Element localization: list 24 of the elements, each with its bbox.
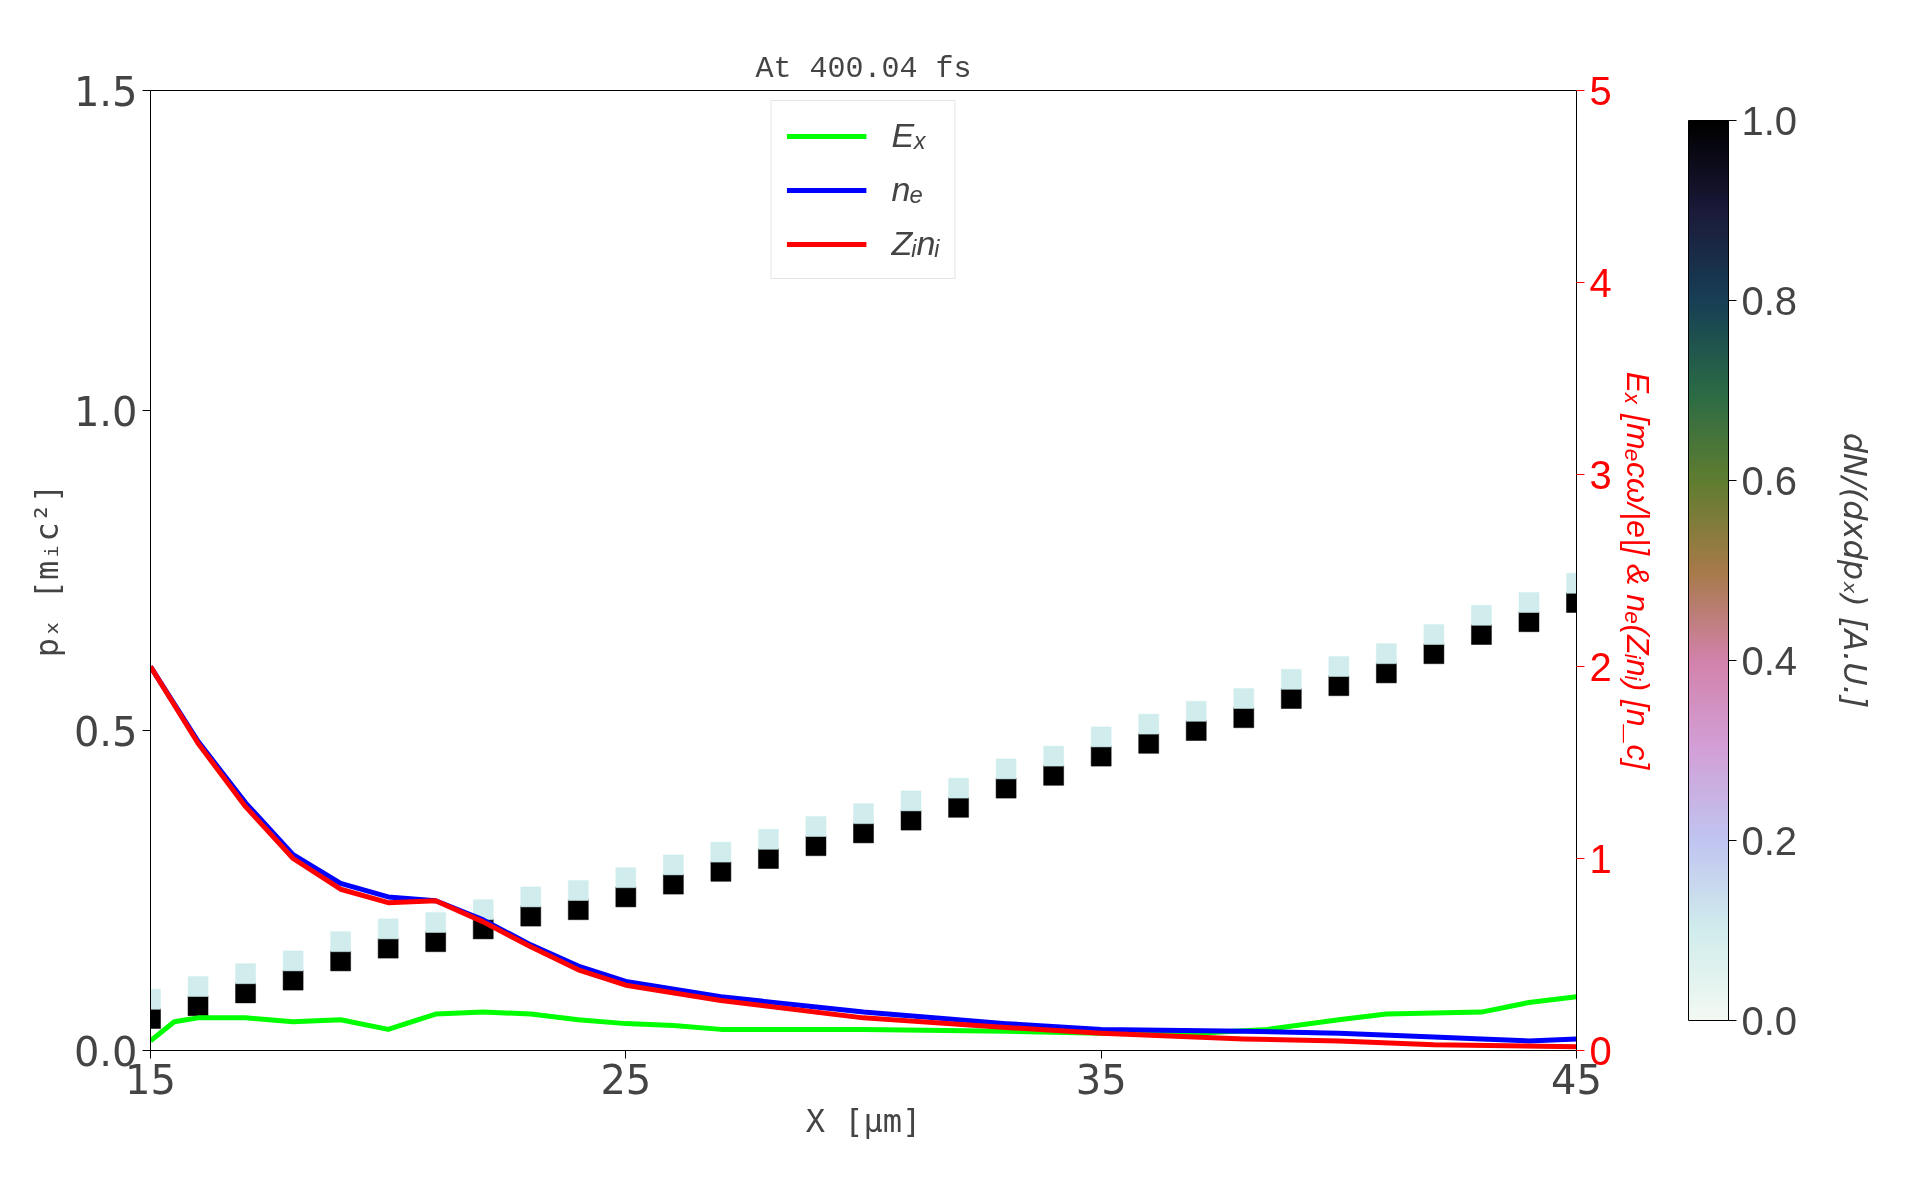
y2-tick-label: 1 [1589,836,1612,881]
color-bar-label: 0.4 [1741,638,1798,683]
x-tick-label: 35 [1075,1056,1127,1103]
x-axis-title: X [μm] [805,1101,922,1140]
y-tick-label: 1.5 [73,68,138,115]
y2-tick-label: 5 [1589,68,1612,113]
y-tick-label: 1.0 [73,388,138,435]
legend-label: Zᵢnᵢ [891,224,940,263]
y-axis-title: pₓ [mᵢc²] [27,483,66,658]
y-tick-label: 0.5 [73,708,138,755]
y2-tick-label: 4 [1589,260,1612,305]
legend-label: nₑ [891,170,924,209]
y2-tick-label: 3 [1589,452,1612,497]
color-bar-label: 0.6 [1741,458,1798,503]
y2-axis-title: Eₓ [mₑcω/|e|] & nₑ(Zᵢnᵢ) [n_c] [1619,371,1656,771]
chart-title: At 400.04 fs [755,51,972,86]
color-bar-label: 0.2 [1741,818,1798,863]
legend-label: Eₓ [891,116,928,155]
color-bar-label: 1.0 [1741,98,1798,143]
x-tick-label: 25 [600,1056,652,1103]
y2-tick-label: 2 [1589,644,1612,689]
color-bar-label: 0.8 [1741,278,1798,323]
color-bar-label: 0.0 [1741,998,1798,1043]
color-bar-title: dN/(dxdpₓ) [A.U.] [1835,432,1874,709]
